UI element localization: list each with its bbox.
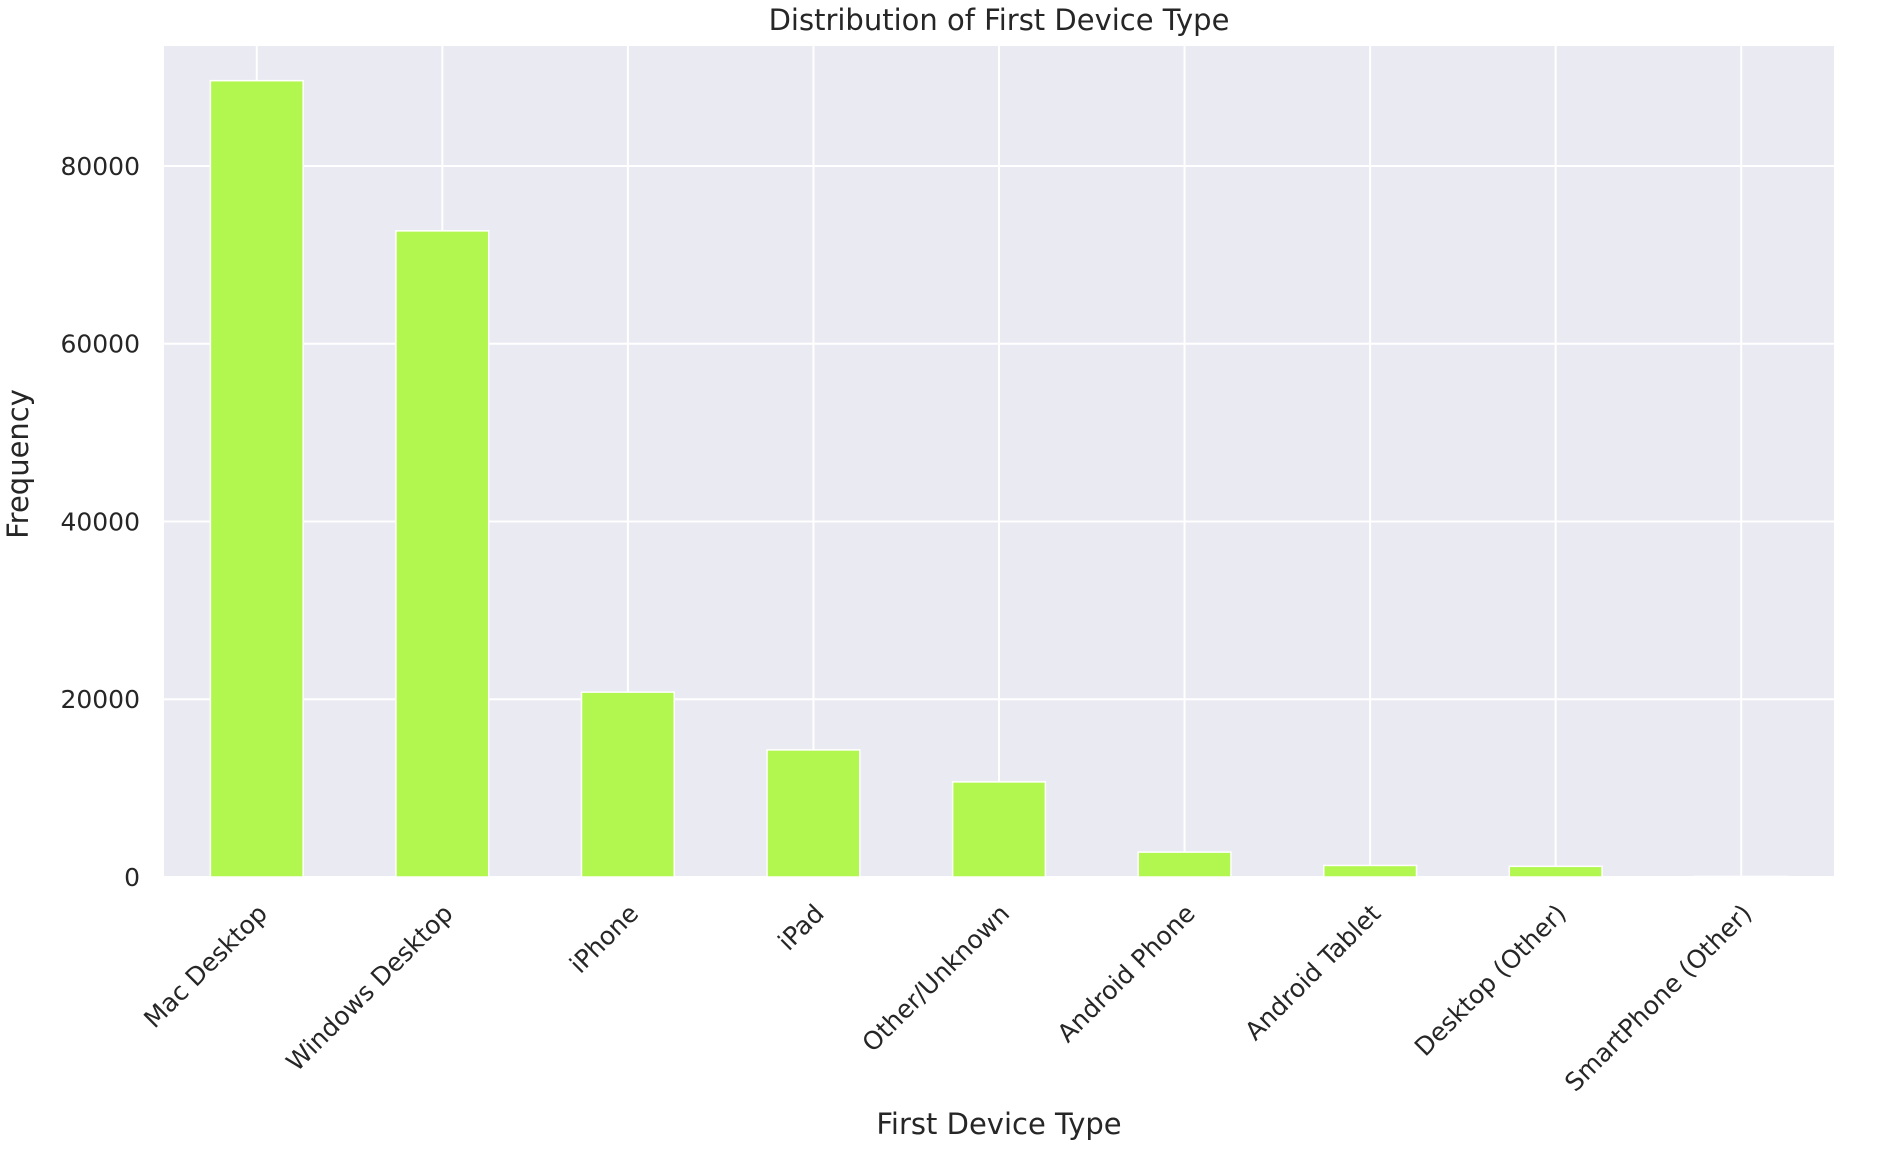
- bar-mac-desktop: [209, 79, 304, 878]
- y-tick-label: 40000: [60, 507, 140, 536]
- x-tick-label: iPad: [772, 899, 829, 956]
- y-tick-label: 60000: [60, 330, 140, 359]
- y-axis-label: Frequency: [1, 389, 35, 539]
- x-tick-label: SmartPhone (Other): [1559, 899, 1757, 1097]
- y-tick-label: 20000: [60, 685, 140, 714]
- x-tick-label: Desktop (Other): [1409, 899, 1572, 1062]
- x-tick-label: iPhone: [564, 899, 644, 979]
- x-tick-label: Other/Unknown: [857, 899, 1016, 1058]
- bar-smartphone-other: [1694, 875, 1789, 878]
- x-tick-label: Android Phone: [1052, 899, 1201, 1048]
- x-tick-label: Mac Desktop: [138, 899, 273, 1034]
- bar-desktop-other: [1508, 865, 1603, 878]
- bar-android-tablet: [1322, 864, 1418, 878]
- chart-title: Distribution of First Device Type: [769, 3, 1230, 37]
- bar-windows-desktop: [395, 230, 490, 878]
- x-tick-label: Android Tablet: [1239, 899, 1386, 1046]
- y-tick-label: 0: [124, 863, 140, 892]
- y-tick-labels: 0 20000 40000 60000 80000: [60, 152, 140, 892]
- bars: [209, 79, 1789, 878]
- bar-android-phone: [1137, 851, 1232, 878]
- x-axis-label: First Device Type: [876, 1107, 1121, 1141]
- bar-other-unknown: [951, 781, 1047, 878]
- x-tick-label: Windows Desktop: [281, 899, 459, 1077]
- y-tick-label: 80000: [60, 152, 140, 181]
- x-tick-labels: Mac Desktop Windows Desktop iPhone iPad Othe…: [138, 899, 1757, 1097]
- bar-iphone: [580, 691, 676, 878]
- bar-ipad: [766, 749, 861, 878]
